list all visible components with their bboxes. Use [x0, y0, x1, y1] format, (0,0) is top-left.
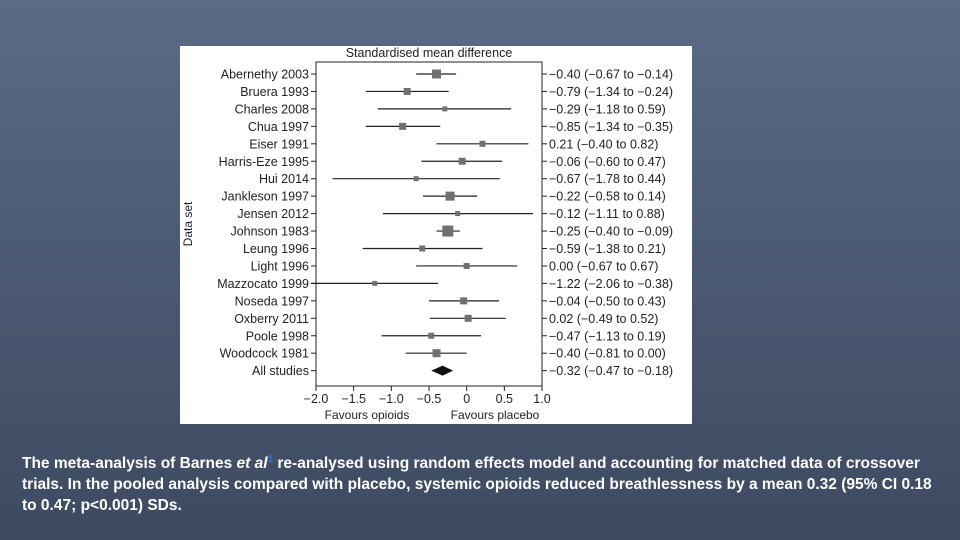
caption-text-start: The meta-analysis of Barnes	[22, 455, 237, 473]
caption-et-al: et al	[236, 455, 268, 473]
estimate-label: −0.04 (−0.50 to 0.43)	[549, 294, 666, 308]
estimate-label: 0.00 (−0.67 to 0.67)	[549, 259, 658, 273]
study-name: Chua 1997	[248, 120, 309, 134]
study-name: Oxberry 2011	[234, 312, 309, 326]
estimate-label: −0.40 (−0.67 to −0.14)	[549, 68, 673, 82]
study-name: Noseda 1997	[235, 294, 309, 308]
study-estimate-marker	[445, 191, 455, 201]
study-estimate-marker	[463, 262, 470, 269]
forest-plot-figure: Standardised mean difference Data set Fa…	[180, 46, 692, 424]
estimate-label: −0.85 (−1.34 to −0.35)	[549, 120, 673, 134]
estimate-label: −0.12 (−1.11 to 0.88)	[549, 207, 665, 221]
estimate-label: −0.47 (−1.13 to 0.19)	[549, 329, 666, 343]
study-name: Mazzocato 1999	[217, 277, 309, 291]
study-name: Eiser 1991	[249, 137, 309, 151]
study-name: Bruera 1993	[240, 85, 309, 99]
estimate-label: 0.21 (−0.40 to 0.82)	[549, 137, 658, 151]
study-estimate-marker	[399, 122, 407, 130]
favours-opioids-label: Favours opioids	[325, 408, 410, 422]
estimate-label: −0.32 (−0.47 to −0.18)	[549, 364, 673, 378]
x-tick-label: −1.0	[379, 392, 404, 406]
study-name: Poole 1998	[246, 329, 309, 343]
x-tick-label: −1.5	[341, 392, 366, 406]
figure-caption: The meta-analysis of Barnes et al1 re-an…	[22, 449, 942, 516]
estimate-label: −0.67 (−1.78 to 0.44)	[549, 172, 666, 186]
study-name: Leung 1996	[243, 242, 309, 256]
study-estimate-marker	[413, 176, 419, 182]
study-name: Jankleson 1997	[221, 190, 309, 204]
favours-placebo-label: Favours placebo	[451, 408, 540, 422]
estimate-label: −0.59 (−1.38 to 0.21)	[549, 242, 666, 256]
study-estimate-marker	[458, 157, 466, 165]
study-name: Hui 2014	[259, 172, 309, 186]
study-estimate-marker	[372, 280, 378, 286]
estimate-label: −0.79 (−1.34 to −0.24)	[549, 85, 673, 99]
study-estimate-marker	[432, 349, 441, 358]
caption-reference-link[interactable]: 1	[267, 454, 274, 465]
study-estimate-marker	[464, 314, 472, 322]
study-estimate-marker	[432, 69, 442, 79]
study-name: Harris-Eze 1995	[219, 155, 309, 169]
study-estimate-marker	[460, 297, 468, 305]
x-tick-label: 0	[463, 392, 470, 406]
pooled-estimate-diamond	[431, 365, 454, 376]
estimate-label: −0.25 (−0.40 to −0.09)	[549, 225, 673, 239]
study-name: Woodcock 1981	[220, 347, 309, 361]
estimate-label: 0.02 (−0.49 to 0.52)	[549, 312, 658, 326]
study-estimate-marker	[455, 211, 461, 217]
estimate-label: −0.29 (−1.18 to 0.59)	[549, 102, 666, 116]
study-estimate-marker	[442, 225, 454, 237]
study-estimate-marker	[428, 332, 435, 339]
x-tick-label: −2.0	[304, 392, 329, 406]
y-axis-label: Data set	[181, 201, 195, 246]
estimate-label: −0.06 (−0.60 to 0.47)	[549, 155, 666, 169]
estimate-label: −0.40 (−0.81 to 0.00)	[549, 347, 666, 361]
study-estimate-marker	[479, 140, 486, 147]
x-tick-label: 1.0	[533, 392, 550, 406]
caption-text-end: re-analysed using random effects model a…	[22, 455, 932, 515]
forest-plot: Standardised mean difference Data set Fa…	[181, 46, 673, 422]
study-name: Abernethy 2003	[221, 68, 309, 82]
study-estimate-marker	[442, 106, 448, 112]
study-name: Charles 2008	[235, 102, 309, 116]
estimate-label: −0.22 (−0.58 to 0.14)	[549, 190, 666, 204]
study-name: All studies	[252, 364, 309, 378]
estimate-label: −1.22 (−2.06 to −0.38)	[549, 277, 673, 291]
study-name: Johnson 1983	[230, 225, 309, 239]
plot-title: Standardised mean difference	[346, 46, 513, 60]
x-tick-label: −0.5	[417, 392, 442, 406]
study-estimate-marker	[403, 87, 411, 95]
study-name: Jensen 2012	[237, 207, 309, 221]
x-tick-label: 0.5	[496, 392, 513, 406]
study-name: Light 1996	[251, 259, 309, 273]
study-estimate-marker	[419, 245, 426, 252]
